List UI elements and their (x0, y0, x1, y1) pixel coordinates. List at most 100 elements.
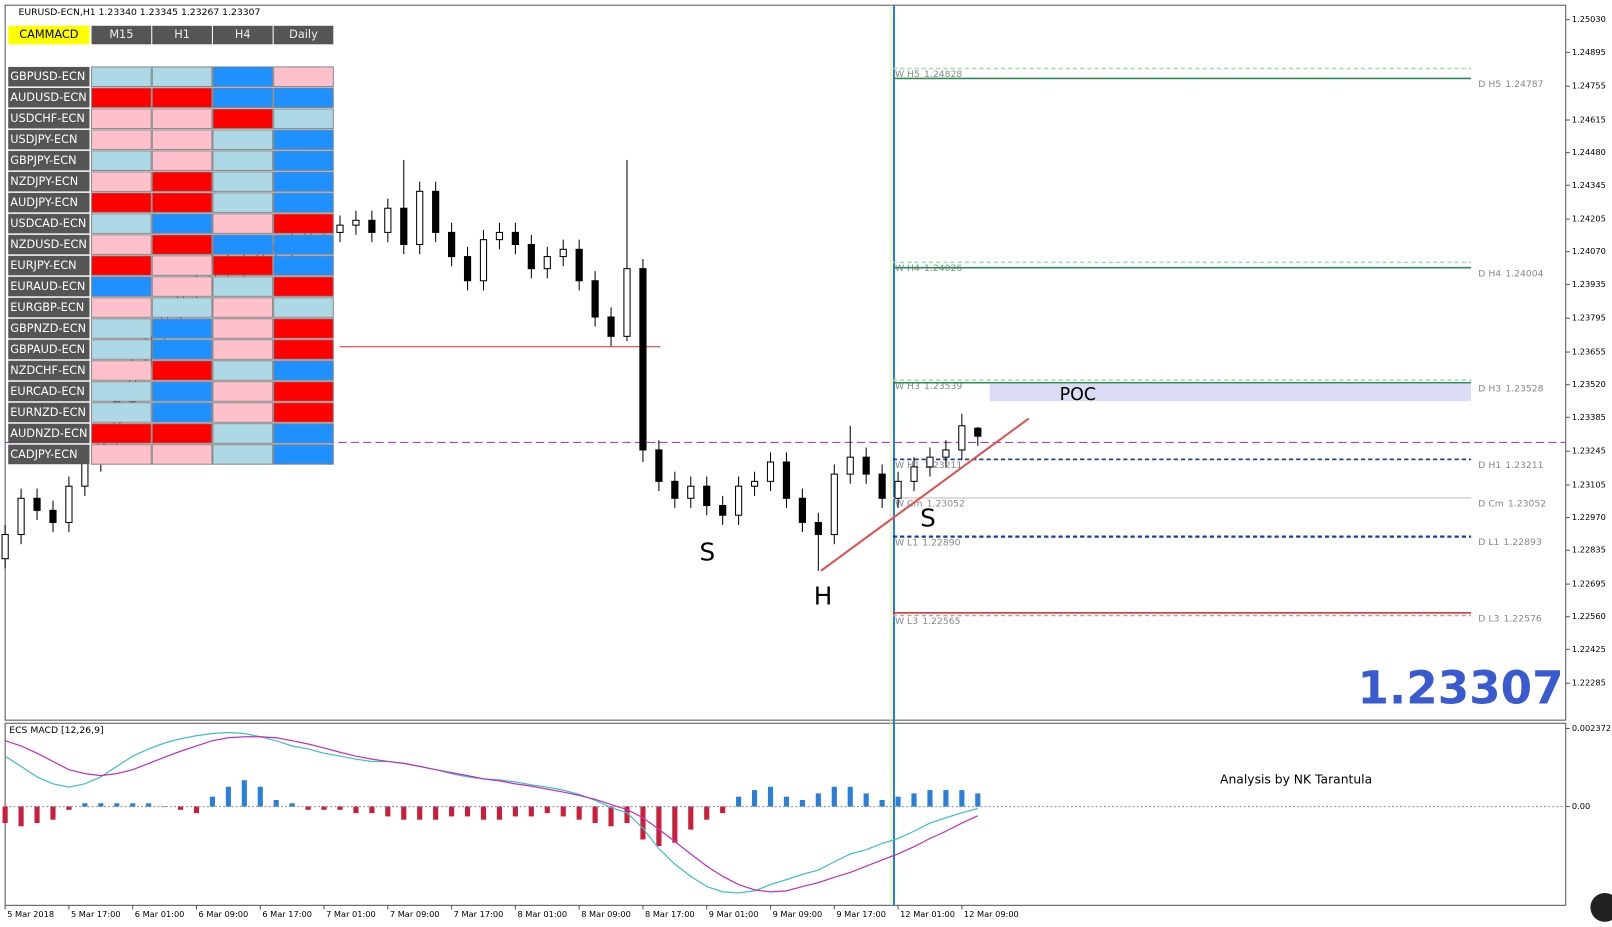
panel-header: H4 (235, 28, 251, 41)
candle-body (368, 219, 376, 233)
macd-title: ECS MACD [12,26,9] (9, 725, 103, 736)
price-tick-label: 1.23245 (1572, 446, 1606, 456)
level-value: 1.23211 (1505, 460, 1543, 471)
macd-bar (831, 786, 837, 807)
candle-body (463, 256, 472, 282)
price-tick-label: 1.24345 (1572, 180, 1606, 190)
candle-body (655, 449, 663, 482)
signal-cell (91, 402, 152, 423)
level-value: 1.23528 (1505, 383, 1543, 394)
pair-cell (8, 234, 90, 255)
price-tick-label: 1.25030 (1572, 14, 1606, 24)
macd-bar (209, 796, 216, 807)
signal-cell (273, 108, 334, 129)
pair-cell (8, 192, 90, 213)
pair-name: NZDUSD-ECN (10, 238, 87, 251)
panel-header-cell (91, 25, 152, 45)
panel-header-cell (212, 25, 273, 45)
pair-name: GBPJPY-ECN (10, 154, 76, 167)
candle-body (942, 449, 950, 458)
macd-bar (656, 806, 662, 847)
scroll-button[interactable] (1590, 892, 1612, 922)
price-tick-label: 1.22425 (1572, 644, 1606, 654)
candle-body (432, 190, 440, 233)
candle-body (703, 485, 711, 507)
pair-name: CADJPY-ECN (10, 448, 77, 461)
level-name: D H1 (1478, 460, 1501, 471)
signal-cell (91, 171, 152, 192)
signal-cell (91, 129, 152, 150)
pair-name: GBPUSD-ECN (10, 70, 85, 83)
macd-bar (640, 806, 646, 840)
signal-cell (273, 276, 334, 297)
pair-cell (8, 150, 90, 171)
signal-cell (212, 108, 274, 129)
macd-bar (98, 803, 104, 807)
level-name: D H5 (1478, 79, 1501, 90)
price-tick-label: 1.24070 (1572, 246, 1606, 256)
candle-body (782, 461, 791, 499)
price-tick-label: 1.23935 (1572, 279, 1606, 289)
candle-body (607, 316, 615, 337)
candle-body (926, 456, 934, 468)
macd-bar (241, 780, 247, 807)
macd-bar (401, 806, 407, 820)
time-tick-label: 6 Mar 09:00 (199, 909, 249, 919)
candle-body (495, 231, 504, 241)
signal-cell (91, 276, 152, 297)
signal-cell (273, 255, 334, 276)
macd-bar (225, 786, 231, 807)
time-tick-label: 9 Mar 17:00 (836, 909, 886, 919)
signal-cell (273, 129, 334, 150)
macd-bar (385, 806, 391, 817)
macd-bar (911, 793, 917, 807)
macd-bar (146, 803, 152, 807)
signal-cell (151, 234, 213, 255)
panel-header: CAMMACD (19, 28, 79, 41)
level-name: W L3 (895, 616, 918, 627)
candle-body (591, 280, 599, 318)
signal-cell (151, 444, 213, 465)
macd-bar (895, 796, 901, 807)
price-tick-label: 1.23795 (1572, 313, 1606, 323)
signal-cell (91, 255, 152, 276)
signal-cell (91, 192, 152, 213)
main-frame (4, 4, 1567, 721)
macd-bar (449, 806, 455, 817)
time-tick-label: 12 Mar 01:00 (900, 909, 955, 919)
signal-cell (91, 66, 152, 87)
macd-bar (66, 806, 72, 810)
candle-body (639, 268, 647, 451)
signal-cell (91, 150, 152, 171)
signal-cell (212, 318, 274, 339)
signal-cell (151, 381, 213, 402)
macd-bar (464, 806, 471, 817)
signal-cell (151, 276, 213, 297)
signal-cell (273, 234, 334, 255)
signal-cell (212, 360, 274, 381)
macd-bar (433, 806, 439, 820)
macd-bar (576, 806, 582, 820)
level-name: W H3 (895, 381, 920, 392)
signal-cell (273, 402, 334, 423)
candle-body (830, 473, 838, 536)
macd-bar (130, 803, 136, 807)
signal-cell (212, 423, 274, 444)
signal-cell (212, 150, 274, 171)
pair-name: EURCAD-ECN (10, 385, 85, 398)
time-tick-label: 5 Mar 17:00 (71, 909, 121, 919)
macd-bar (480, 806, 487, 820)
signal-cell (151, 402, 213, 423)
candle-body (17, 497, 25, 536)
signal-cell (91, 87, 152, 108)
poc-label: POC (1060, 385, 1096, 405)
macd-bar (353, 806, 359, 814)
signal-cell (273, 381, 334, 402)
macd-bar (751, 790, 758, 807)
candle-body (352, 219, 360, 226)
signal-cell (151, 297, 213, 318)
signal-cell (151, 150, 213, 171)
trendline (820, 417, 1030, 572)
macd-signal-line (4, 736, 979, 893)
